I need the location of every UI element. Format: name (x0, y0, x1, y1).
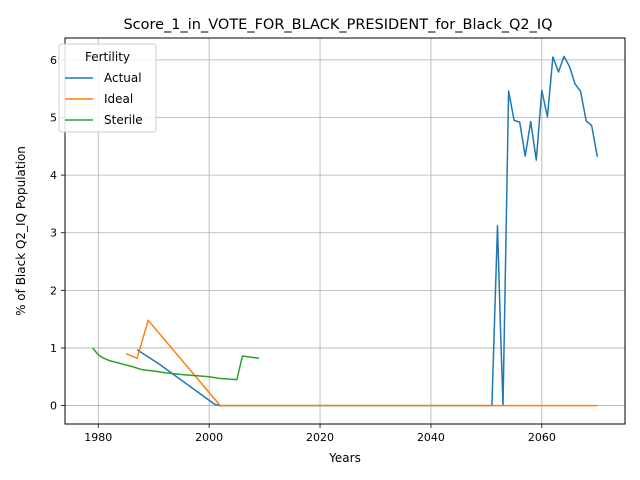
chart-title: Score_1_in_VOTE_FOR_BLACK_PRESIDENT_for_… (123, 17, 552, 33)
y-tick-label: 1 (50, 342, 57, 355)
x-axis-label: Years (328, 451, 361, 465)
x-tick-label: 2040 (417, 431, 445, 444)
y-tick-label: 5 (50, 112, 57, 125)
legend-box (58, 43, 157, 133)
x-axis-ticks: 1980 2000 2020 2040 2060 (84, 424, 556, 444)
legend-title: Fertility (85, 50, 130, 64)
x-tick-label: 2000 (195, 431, 223, 444)
y-tick-label: 4 (50, 169, 57, 182)
y-tick-label: 3 (50, 227, 57, 240)
x-tick-label: 1980 (84, 431, 112, 444)
y-tick-label: 2 (50, 284, 57, 297)
y-axis-label: % of Black Q2_IQ Population (14, 146, 28, 316)
grid-lines (65, 38, 625, 424)
x-tick-label: 2020 (306, 431, 334, 444)
legend: Fertility Actual Ideal Sterile (58, 43, 157, 133)
legend-label-actual: Actual (104, 71, 142, 85)
y-tick-label: 6 (50, 54, 57, 67)
y-tick-label: 0 (50, 400, 57, 413)
legend-label-ideal: Ideal (104, 92, 133, 106)
series-lines (92, 55, 599, 407)
legend-label-sterile: Sterile (104, 113, 143, 127)
x-tick-label: 2060 (528, 431, 556, 444)
series-line-ideal (125, 319, 598, 407)
series-line-sterile (92, 347, 260, 381)
y-axis-ticks: 0 1 2 3 4 5 6 (50, 54, 65, 413)
plot-area-frame (64, 37, 626, 425)
